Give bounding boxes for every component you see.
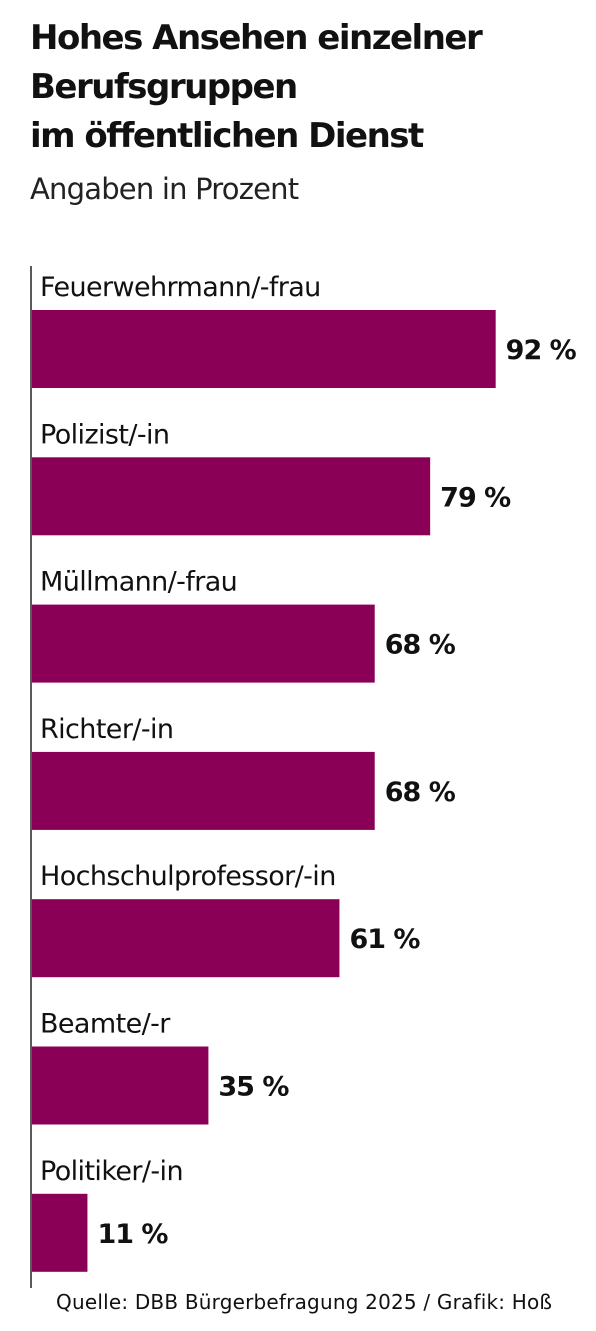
chart-subtitle: Angaben in Prozent <box>30 172 299 206</box>
value-label: 61 % <box>349 924 420 955</box>
value-label: 68 % <box>385 630 456 661</box>
bar <box>32 310 496 388</box>
value-label: 11 % <box>97 1219 168 1250</box>
title-line-2: Berufsgruppen <box>30 67 298 107</box>
bar <box>32 457 431 536</box>
category-label: Hochschulprofessor/-in <box>40 861 336 892</box>
category-label: Politiker/-in <box>40 1156 183 1187</box>
bar <box>32 604 375 683</box>
title-line-3: im öffentlichen Dienst <box>30 116 424 156</box>
bar <box>32 1046 209 1125</box>
category-label: Beamte/-r <box>40 1009 171 1040</box>
category-label: Müllmann/-frau <box>40 567 237 598</box>
chart-title: Hohes Ansehen einzelner Berufsgruppen im… <box>30 14 570 161</box>
source-note: Quelle: DBB Bürgerbefragung 2025 / Grafi… <box>56 1290 553 1314</box>
bar <box>32 751 375 830</box>
value-label: 35 % <box>218 1072 289 1103</box>
category-label: Polizist/-in <box>40 419 169 450</box>
title-line-1: Hohes Ansehen einzelner <box>30 18 483 58</box>
category-label: Feuerwehrmann/-frau <box>40 272 321 303</box>
bar <box>32 1193 88 1272</box>
value-label: 68 % <box>385 777 456 808</box>
bar <box>32 899 340 978</box>
value-label: 92 % <box>506 335 577 366</box>
category-label: Richter/-in <box>40 714 173 745</box>
value-label: 79 % <box>440 482 511 513</box>
